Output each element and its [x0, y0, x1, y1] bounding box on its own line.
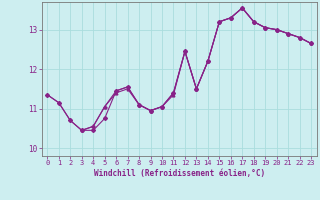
X-axis label: Windchill (Refroidissement éolien,°C): Windchill (Refroidissement éolien,°C): [94, 169, 265, 178]
